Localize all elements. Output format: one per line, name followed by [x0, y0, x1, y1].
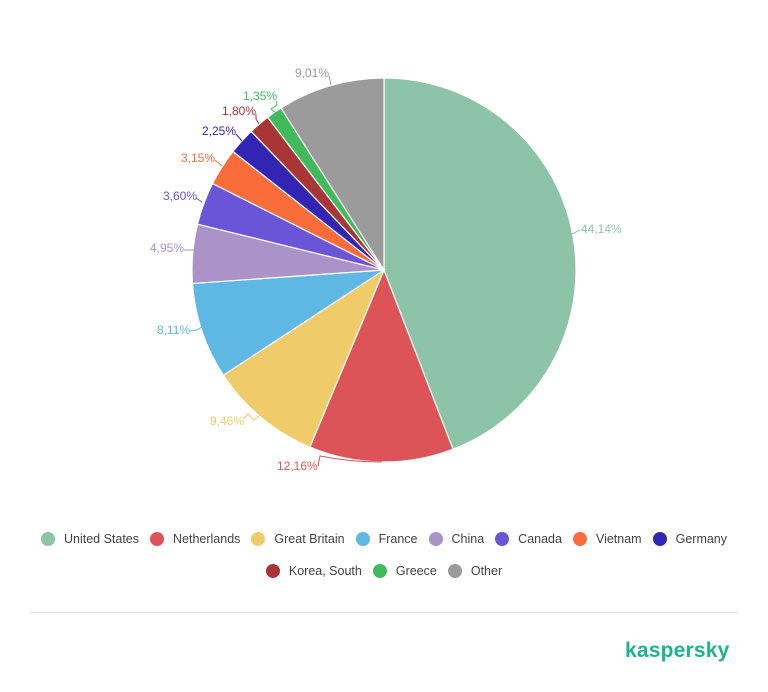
legend-dot-icon: [265, 564, 280, 578]
legend-row-1: United States Netherlands Great Britain …: [0, 532, 768, 546]
pie-slice-france[interactable]: [191, 269, 387, 377]
legend-label: Germany: [675, 532, 728, 546]
legend-item-other[interactable]: Other: [447, 564, 503, 578]
pie-percentage-labels: 44,14% 12,16% 9,46% 8,11% 4,95% 3,60% 3,15% 2,2…: [150, 66, 622, 473]
legend-dot-icon: [355, 532, 370, 546]
legend-item-germany[interactable]: Germany: [652, 532, 728, 546]
legend-label: Greece: [395, 564, 437, 578]
legend-label: Canada: [518, 532, 562, 546]
legend-dot-icon: [495, 532, 510, 546]
legend-dot-icon: [372, 564, 387, 578]
percentage-label: 9,46%: [210, 414, 244, 428]
percentage-label: 4,95%: [150, 241, 184, 255]
legend-dot-icon: [447, 564, 462, 578]
leader-line: [317, 455, 382, 467]
percentage-label: 1,80%: [222, 104, 256, 118]
pie-slice-great-britain[interactable]: [222, 268, 386, 448]
label-leader-lines: [184, 75, 581, 467]
legend-item-netherlands[interactable]: Netherlands: [150, 532, 240, 546]
percentage-label: 1,35%: [243, 89, 277, 103]
percentage-label: 3,15%: [181, 151, 215, 165]
pie-slice-united-states[interactable]: [383, 77, 577, 450]
legend-item-united-states[interactable]: United States: [40, 532, 140, 546]
percentage-label: 8,11%: [157, 323, 190, 337]
legend-label: Netherlands: [173, 532, 241, 546]
legend-item-china[interactable]: China: [428, 532, 485, 546]
kaspersky-logo: kaspersky: [625, 639, 730, 662]
legend-dot-icon: [150, 532, 165, 546]
legend-item-canada[interactable]: Canada: [495, 532, 562, 546]
legend-label: Vietnam: [595, 532, 642, 546]
leader-line: [328, 75, 332, 86]
leader-line: [571, 229, 581, 235]
leader-line: [270, 100, 278, 114]
footer-divider: [29, 612, 739, 613]
legend-item-korea-south[interactable]: Korea, South: [265, 564, 362, 578]
legend-label: China: [451, 532, 485, 546]
leader-line: [235, 133, 243, 142]
legend-item-great-britain[interactable]: Great Britain: [251, 532, 345, 546]
leader-line: [255, 114, 260, 125]
legend-dot-icon: [652, 532, 667, 546]
percentage-label: 2,25%: [202, 124, 236, 138]
legend-row-2: Korea, South Greece Other: [0, 564, 768, 578]
leader-line: [214, 159, 223, 167]
legend-label: United States: [63, 532, 140, 546]
pie-slice-other[interactable]: [280, 77, 385, 273]
legend-dot-icon: [40, 532, 55, 546]
pie-chart: 44,14% 12,16% 9,46% 8,11% 4,95% 3,60% 3,15% 2,2…: [150, 66, 622, 473]
legend-dot-icon: [572, 532, 587, 546]
legend-item-vietnam[interactable]: Vietnam: [572, 532, 642, 546]
legend-label: France: [378, 532, 418, 546]
percentage-label: 44,14%: [581, 222, 622, 236]
percentage-label: 12,16%: [277, 459, 318, 473]
percentage-label: 9,01%: [295, 66, 329, 80]
legend-item-greece[interactable]: Greece: [372, 564, 437, 578]
leader-line: [242, 413, 261, 421]
leader-line: [195, 197, 203, 203]
legend-dot-icon: [251, 532, 266, 546]
pie-slices: [191, 77, 577, 463]
legend-label: Great Britain: [274, 532, 345, 546]
legend-dot-icon: [428, 532, 443, 546]
legend-item-france[interactable]: France: [355, 532, 418, 546]
legend-label: Korea, South: [288, 564, 362, 578]
legend-label: Other: [470, 564, 503, 578]
percentage-label: 3,60%: [163, 189, 197, 203]
leader-line: [189, 326, 203, 332]
